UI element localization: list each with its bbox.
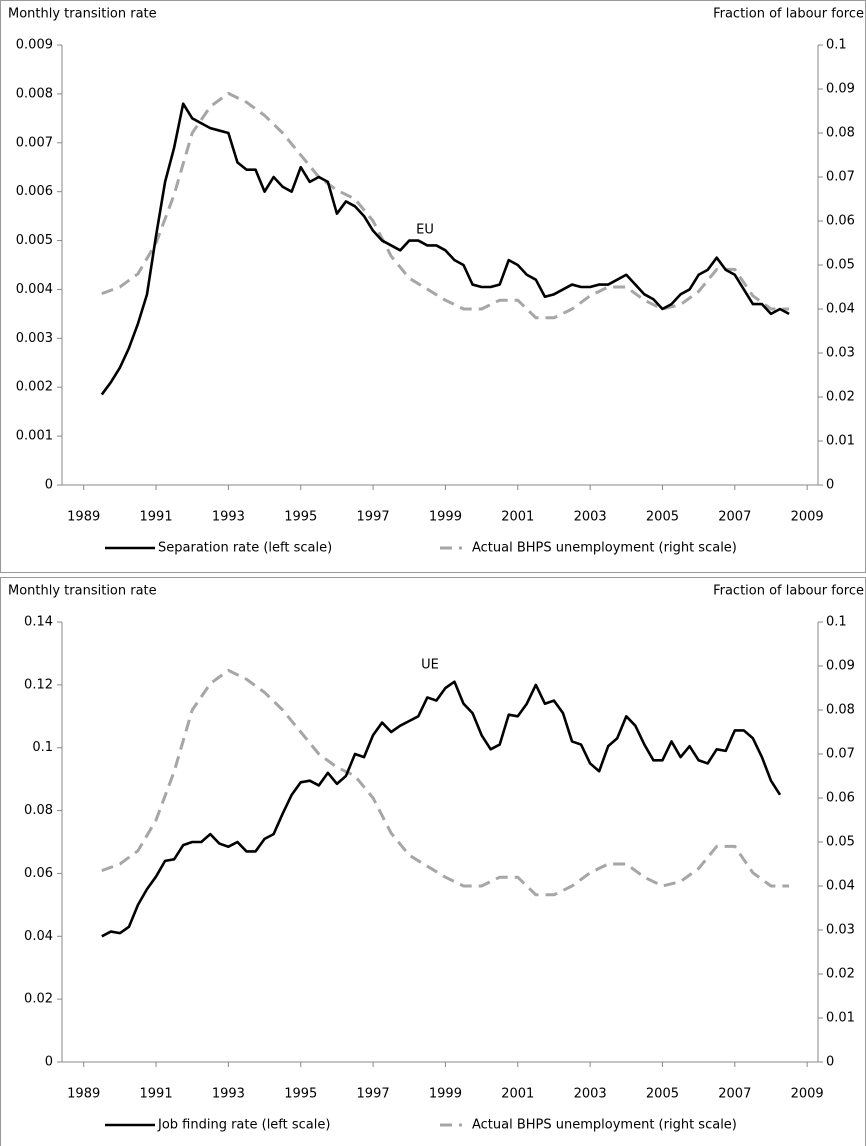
annotation: EU xyxy=(416,223,434,238)
x-tick-label: 2005 xyxy=(646,510,679,525)
legend-label: Actual BHPS unemployment (right scale) xyxy=(472,1118,737,1133)
line xyxy=(100,102,790,396)
y-tick-label: 0.1 xyxy=(32,740,53,755)
y2-tick-label: 0.01 xyxy=(826,434,855,449)
y-tick-label: 0.009 xyxy=(16,38,53,53)
y2-tick-label: 0.05 xyxy=(826,258,855,273)
x-tick-label: 1991 xyxy=(140,510,173,525)
y-tick-label: 0.004 xyxy=(16,282,53,297)
y2-tick-label: 0 xyxy=(826,1055,834,1070)
x-tick-label: 1993 xyxy=(212,1087,245,1102)
y2-tick-label: 0.03 xyxy=(826,923,855,938)
x-tick-label: 1995 xyxy=(284,1087,317,1102)
y2-tick-label: 0.03 xyxy=(826,346,855,361)
x-tick-label: 2001 xyxy=(501,1087,534,1102)
y-tick-label: 0.06 xyxy=(24,866,53,881)
y-tick-label: 0.04 xyxy=(24,929,53,944)
y2-tick-label: 0.04 xyxy=(826,302,855,317)
panel-border xyxy=(0,0,866,573)
y2-tick-label: 0.07 xyxy=(826,170,855,185)
x-tick-label: 2007 xyxy=(718,510,751,525)
y2-tick-label: 0.04 xyxy=(826,879,855,894)
y-tick-label: 0 xyxy=(45,1055,53,1070)
x-tick-label: 2003 xyxy=(574,510,607,525)
y-tick-label: 0.005 xyxy=(16,233,53,248)
y-tick-label: 0.14 xyxy=(24,615,53,630)
y-tick-label: 0.001 xyxy=(16,429,53,444)
x-tick-label: 2003 xyxy=(574,1087,607,1102)
y2-axis-title: Fraction of labour force xyxy=(713,7,864,22)
y2-tick-label: 0.07 xyxy=(826,747,855,762)
y-tick-label: 0 xyxy=(45,478,53,493)
y-tick-label: 0.08 xyxy=(24,803,53,818)
y2-tick-label: 0.08 xyxy=(826,703,855,718)
x-tick-label: 1989 xyxy=(67,510,100,525)
y2-tick-label: 0.01 xyxy=(826,1011,855,1026)
y-tick-label: 0.006 xyxy=(16,184,53,199)
x-tick-label: 1995 xyxy=(284,510,317,525)
y2-tick-label: 0 xyxy=(826,478,834,493)
y-tick-label: 0.007 xyxy=(16,135,53,150)
line xyxy=(101,680,782,938)
y-tick-label: 0.12 xyxy=(24,677,53,692)
y2-tick-label: 0.09 xyxy=(826,659,855,674)
x-tick-label: 1989 xyxy=(67,1087,100,1102)
y2-tick-label: 0.1 xyxy=(826,615,847,630)
y2-tick-label: 0.08 xyxy=(826,126,855,141)
y-axis-title: Monthly transition rate xyxy=(8,584,157,599)
panel-border xyxy=(0,577,866,1146)
x-tick-label: 1991 xyxy=(140,1087,173,1102)
y2-tick-label: 0.02 xyxy=(826,967,855,982)
y2-tick-label: 0.06 xyxy=(826,214,855,229)
annotation: UE xyxy=(421,658,439,673)
x-tick-label: 2009 xyxy=(791,1087,824,1102)
x-tick-label: 2005 xyxy=(646,1087,679,1102)
dashed-line xyxy=(101,668,790,897)
legend-label: Separation rate (left scale) xyxy=(158,541,332,556)
y2-tick-label: 0.06 xyxy=(826,791,855,806)
x-tick-label: 2001 xyxy=(501,510,534,525)
x-tick-label: 1997 xyxy=(357,510,390,525)
y-tick-label: 0.003 xyxy=(16,331,53,346)
x-tick-label: 2007 xyxy=(718,1087,751,1102)
x-tick-label: 1993 xyxy=(212,510,245,525)
x-tick-label: 1997 xyxy=(357,1087,390,1102)
y2-tick-label: 0.05 xyxy=(826,835,855,850)
y-axis-title: Monthly transition rate xyxy=(8,7,157,22)
x-tick-label: 2009 xyxy=(791,510,824,525)
y2-tick-label: 0.09 xyxy=(826,82,855,97)
legend-label: Actual BHPS unemployment (right scale) xyxy=(472,541,737,556)
y2-tick-label: 0.1 xyxy=(826,38,847,53)
x-tick-label: 1999 xyxy=(429,510,462,525)
legend-label: Job finding rate (left scale) xyxy=(157,1118,330,1133)
y-tick-label: 0.008 xyxy=(16,86,53,101)
y-tick-label: 0.002 xyxy=(16,380,53,395)
y2-tick-label: 0.02 xyxy=(826,390,855,405)
y-tick-label: 0.02 xyxy=(24,992,53,1007)
dashed-line xyxy=(101,91,790,320)
x-tick-label: 1999 xyxy=(429,1087,462,1102)
y2-axis-title: Fraction of labour force xyxy=(713,584,864,599)
